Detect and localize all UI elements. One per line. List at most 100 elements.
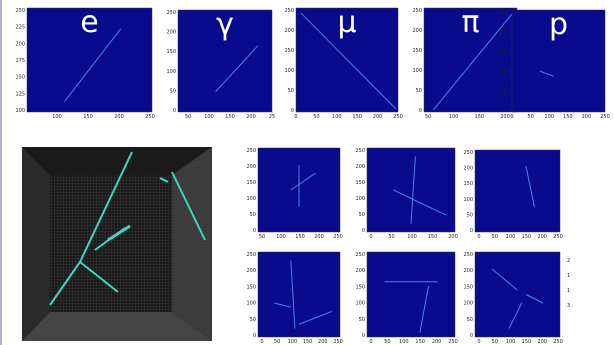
y-tick-label: 250 (355, 148, 365, 154)
x-tick-label: 100 (288, 339, 298, 345)
x-tick-label: 150 (475, 114, 485, 120)
left-border (0, 0, 2, 345)
y-tick-label: 250 (355, 252, 365, 258)
y-tick-label: 250 (412, 8, 422, 14)
x-tick-label: 200 (318, 339, 328, 345)
y-tick-label: 150 (500, 49, 510, 55)
particle-label: π (461, 5, 479, 40)
y-tick-label: 175 (15, 58, 25, 64)
particle-label: e (80, 5, 98, 40)
x-tick-label: 100 (449, 114, 459, 120)
side-label: 2 (567, 258, 570, 264)
x-tick-label: 0 (477, 234, 480, 240)
x-tick-label: 150 (295, 234, 305, 240)
x-tick-label: 200 (448, 234, 458, 240)
y-tick-label: 150 (15, 75, 25, 81)
y-tick-label: 100 (355, 196, 365, 202)
y-tick-label: 200 (412, 28, 422, 34)
y-tick-label: 150 (284, 48, 294, 54)
track (298, 311, 332, 325)
x-tick-label: 200 (432, 339, 442, 345)
y-tick-label: 150 (463, 284, 473, 290)
x-tick-label: 150 (428, 234, 438, 240)
y-tick-label: 200 (246, 268, 256, 274)
x-tick-label: 50 (492, 234, 498, 240)
x-tick-label: 150 (352, 114, 362, 120)
x-tick-label: 100 (399, 339, 409, 345)
plot-area (26, 7, 153, 113)
y-tick-label: 150 (463, 181, 473, 187)
x-tick-label: 200 (537, 339, 547, 345)
y-tick-label: 100 (412, 68, 422, 74)
y-tick-label: 0 (291, 108, 294, 114)
plot-panel: 0 50 100 150 200 250 0 50 100 150 200 250 p (500, 7, 609, 120)
x-tick-label: 0 (477, 339, 480, 345)
x-tick-label: 100 (506, 234, 516, 240)
y-tick-label: 150 (355, 284, 365, 290)
y-tick-label: 50 (504, 88, 510, 94)
y-tick-label: 200 (355, 164, 365, 170)
particle-label: γ (216, 7, 234, 42)
y-tick-label: 50 (250, 212, 256, 218)
y-tick-label: 250 (284, 8, 294, 14)
track (290, 172, 316, 191)
plot-area (474, 251, 561, 338)
plot-area (257, 251, 341, 338)
x-tick-label: 150 (225, 114, 235, 120)
side-label: 3 (567, 303, 570, 309)
y-tick-label: 225 (15, 25, 25, 31)
x-tick-label: 100 (204, 114, 214, 120)
track (419, 285, 430, 333)
y-tick-label: 0 (362, 228, 365, 234)
y-tick-label: 100 (246, 301, 256, 307)
plot-area (474, 149, 561, 233)
plot-panel: 0 50 100 150 200 250 0 50 100 150 200 250 (355, 251, 458, 345)
y-tick-label: 50 (288, 88, 294, 94)
y-tick-label: 250 (463, 150, 473, 156)
x-tick-label: 50 (384, 339, 390, 345)
y-tick-label: 125 (15, 91, 25, 97)
y-tick-label: 200 (284, 28, 294, 34)
track (432, 9, 516, 111)
plot-area (177, 9, 273, 113)
y-tick-label: 100 (166, 69, 176, 75)
x-tick-label: 250 (553, 339, 563, 345)
y-tick-label: 0 (173, 108, 176, 114)
y-tick-label: 200 (166, 30, 176, 36)
plot-panel: 0 50 100 150 200 250 0 50 100 150 200 250 (463, 149, 563, 240)
x-tick-label: 100 (52, 114, 62, 120)
y-tick-label: 100 (463, 301, 473, 307)
x-tick-label: 100 (506, 339, 516, 345)
y-tick-label: 200 (355, 268, 365, 274)
plot-panel: 0 50 100 150 200 250 0 50 100 150 200 250 μ (284, 5, 402, 120)
y-tick-label: 200 (463, 268, 473, 274)
y-tick-label: 100 (500, 69, 510, 75)
x-tick-label: 50 (527, 114, 533, 120)
x-tick-label: 250 (333, 339, 343, 345)
y-tick-label: 50 (467, 317, 473, 323)
plot-area (366, 251, 456, 338)
track (525, 166, 535, 208)
track (274, 302, 291, 308)
x-tick-label: 0 (294, 114, 297, 120)
track (508, 302, 523, 329)
x-tick-label: 250 (333, 234, 343, 240)
y-tick-label: 200 (500, 30, 510, 36)
track (491, 268, 518, 291)
y-tick-label: 150 (412, 48, 422, 54)
y-tick-label: 250 (246, 148, 256, 154)
y-tick-label: 150 (166, 49, 176, 55)
x-tick-label: 250 (393, 114, 403, 120)
y-tick-label: 100 (355, 301, 365, 307)
plot-area (423, 7, 518, 113)
y-tick-label: 50 (416, 88, 422, 94)
x-tick-label: 50 (388, 234, 394, 240)
y-tick-label: 50 (359, 317, 365, 323)
x-tick-label: 200 (373, 114, 383, 120)
x-tick-label: 150 (83, 114, 93, 120)
y-tick-label: 150 (246, 180, 256, 186)
